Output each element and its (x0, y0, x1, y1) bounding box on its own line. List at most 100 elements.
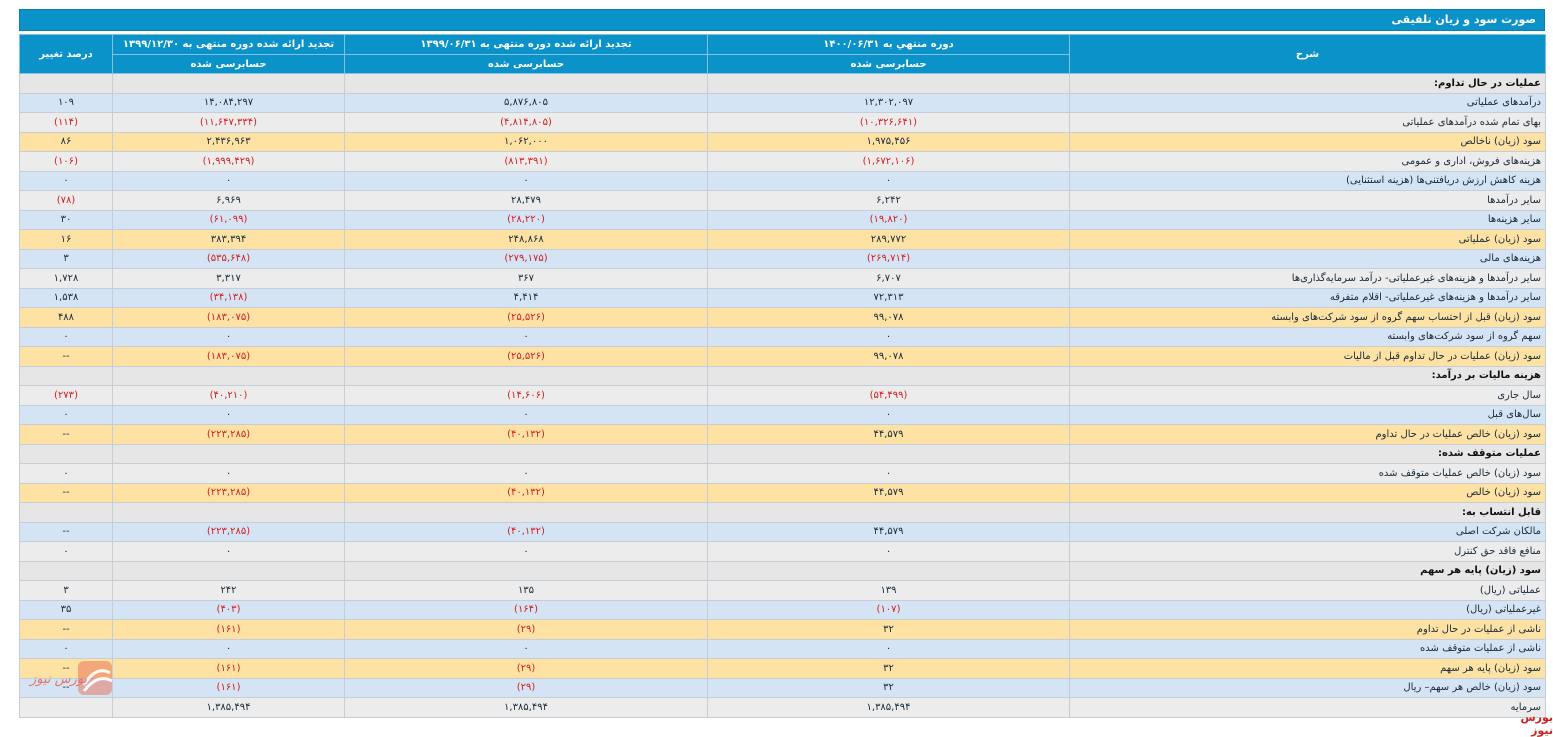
header-period-1399-12: تجدید ارائه شده دوره منتهی به ۱۳۹۹/۱۲/۳۰ (112, 34, 345, 55)
table-row: سود (زیان) عملیات در حال تداوم قبل از ما… (19, 346, 1546, 367)
percent-change: -- (19, 658, 113, 679)
value-1400: ۰ (707, 541, 1070, 562)
percent-change: ۳ (19, 248, 113, 269)
value-1400: ۴۴,۵۷۹ (707, 482, 1070, 503)
value-1399-06: ۲۸,۴۷۹ (344, 190, 708, 211)
value-1399-12: ۱۴,۰۸۴,۲۹۷ (112, 92, 345, 113)
value-1399-06: ۲۴۸,۸۶۸ (344, 229, 708, 250)
table-row: منافع فاقد حق کنترل ۰ ۰ ۰ ۰ (19, 541, 1546, 562)
percent-change: -- (19, 424, 113, 445)
value-1399-12: (۱۶۱) (112, 619, 345, 640)
value-1399-12 (112, 365, 345, 386)
row-label: سود (زیان) خالص هر سهم– ریال (1069, 677, 1546, 698)
value-1399-06: ۰ (344, 404, 708, 425)
value-1399-12: (۱۶۱) (112, 658, 345, 679)
percent-change: ۱,۵۳۸ (19, 287, 113, 308)
row-label: درآمدهای عملیاتی (1069, 92, 1546, 113)
row-label: سود (زیان) عملیات در حال تداوم قبل از ما… (1069, 346, 1546, 367)
value-1399-12 (112, 502, 345, 523)
row-label: منافع فاقد حق کنترل (1069, 541, 1546, 562)
table-row: هزینه کاهش ارزش دریافتنی‌ها (هزینه استثن… (19, 170, 1546, 191)
value-1400: ۳۲ (707, 677, 1070, 698)
row-label: قابل انتساب به: (1069, 502, 1546, 523)
value-1400: ۱,۳۸۵,۴۹۴ (707, 697, 1070, 718)
percent-change: ۸۶ (19, 131, 113, 152)
percent-change (19, 73, 113, 94)
table-row: سایر درآمدها و هزینه‌های غیرعملیاتی- درآ… (19, 268, 1546, 289)
value-1399-12: (۳۴,۱۳۸) (112, 287, 345, 308)
percent-change: (۱۰۶) (19, 151, 113, 172)
header-audited-2: حسابرسی شده (344, 54, 708, 74)
table-row: عملیاتی (ریال) ۱۳۹ ۱۳۵ ۲۴۲ ۳ (19, 580, 1546, 601)
percent-change: (۲۷۳) (19, 385, 113, 406)
percent-change (19, 443, 113, 464)
value-1399-06: ۵,۸۷۶,۸۰۵ (344, 92, 708, 113)
value-1399-12: ۰ (112, 541, 345, 562)
value-1399-06: ۱,۰۶۲,۰۰۰ (344, 131, 708, 152)
percent-change: (۱۱۴) (19, 112, 113, 133)
value-1399-06: (۲۷۹,۱۷۵) (344, 248, 708, 269)
percent-change: -- (19, 346, 113, 367)
value-1400: ۰ (707, 463, 1070, 484)
table-row: سایر هزینه‌ها (۱۹,۸۲۰) (۲۸,۲۲۰) (۶۱,۰۹۹) ۳۰ (19, 209, 1546, 230)
section-header-row: هزینه مالیات بر درآمد: (19, 365, 1546, 386)
income-statement-table: شرح دوره منتهي به ۱۴۰۰/۰۶/۳۱ تجدید ارائه… (19, 34, 1546, 718)
value-1399-12: ۰ (112, 170, 345, 191)
value-1400: (۵۴,۴۹۹) (707, 385, 1070, 406)
value-1399-06: ۱,۳۸۵,۴۹۴ (344, 697, 708, 718)
value-1399-12: ۱,۳۸۵,۴۹۴ (112, 697, 345, 718)
table-row: هزینه‌های مالی (۲۶۹,۷۱۴) (۲۷۹,۱۷۵) (۵۳۵,۶۴۸… (19, 248, 1546, 269)
percent-change: ۳۵ (19, 599, 113, 620)
value-1399-12: ۳,۳۱۷ (112, 268, 345, 289)
table-row: سود (زیان) خالص عملیات در حال تداوم ۴۴,۵۷… (19, 424, 1546, 445)
percent-change (19, 697, 113, 718)
table-row: سال جاری (۵۴,۴۹۹) (۱۴,۶۰۶) (۴۰,۲۱۰) (۲۷۳) (19, 385, 1546, 406)
table-body: عملیات در حال تداوم: درآمدهای عملیاتی ۱۲,۳… (19, 73, 1546, 718)
row-label: عملیات در حال تداوم: (1069, 73, 1546, 94)
row-label: هزینه‌های مالی (1069, 248, 1546, 269)
table-row: سود (زیان) خالص هر سهم– ریال ۳۲ (۲۹) (۱۶۱) -… (19, 677, 1546, 698)
value-1399-06: ۴,۴۱۴ (344, 287, 708, 308)
table-row: سهم گروه از سود شرکت‌های وابسته ۰ ۰ ۰ ۰ (19, 326, 1546, 347)
bourse-news-watermark-logo: بورس نیوز (28, 661, 113, 695)
value-1399-06: (۲۹) (344, 677, 708, 698)
percent-change: ۰ (19, 463, 113, 484)
value-1400: ۲۸۹,۷۷۲ (707, 229, 1070, 250)
table-row: مالکان شرکت اصلی ۴۴,۵۷۹ (۴۰,۱۳۲) (۲۲۳,۲۸۵) -… (19, 521, 1546, 542)
value-1399-06: (۴,۸۱۴,۸۰۵) (344, 112, 708, 133)
value-1399-06: (۸۱۳,۳۹۱) (344, 151, 708, 172)
value-1400: ۳۲ (707, 619, 1070, 640)
percent-change: ۰ (19, 541, 113, 562)
row-label: سود (زیان) پایه هر سهم (1069, 658, 1546, 679)
value-1399-06: (۲۹) (344, 619, 708, 640)
value-1399-12: (۲۲۳,۲۸۵) (112, 424, 345, 445)
table-row: سرمایه ۱,۳۸۵,۴۹۴ ۱,۳۸۵,۴۹۴ ۱,۳۸۵,۴۹۴ (19, 697, 1546, 718)
value-1400: ۰ (707, 404, 1070, 425)
value-1399-06 (344, 443, 708, 464)
row-label: سایر درآمدها و هزینه‌های غیرعملیاتی- درآ… (1069, 268, 1546, 289)
value-1399-12: (۱,۹۹۹,۴۲۹) (112, 151, 345, 172)
table-row: سود (زیان) ناخالص ۱,۹۷۵,۴۵۶ ۱,۰۶۲,۰۰۰ ۲,۴۳۶… (19, 131, 1546, 152)
row-label: سرمایه (1069, 697, 1546, 718)
value-1399-06 (344, 73, 708, 94)
row-label: سایر درآمدها و هزینه‌های غیرعملیاتی- اقل… (1069, 287, 1546, 308)
value-1399-06: (۲۵,۵۲۶) (344, 346, 708, 367)
header-audited-1: حسابرسی شده (707, 54, 1070, 74)
table-row: بهای تمام شده درآمدهای عملیاتی (۱۰,۳۲۶,۶۴… (19, 112, 1546, 133)
table-row: سود (زیان) قبل از احتساب سهم گروه از سود… (19, 307, 1546, 328)
percent-change: -- (19, 482, 113, 503)
value-1400: ۰ (707, 170, 1070, 191)
table-row: سال‌های قبل ۰ ۰ ۰ ۰ (19, 404, 1546, 425)
value-1399-06: (۴۰,۱۳۲) (344, 521, 708, 542)
value-1399-12: (۱۸۳,۰۷۵) (112, 307, 345, 328)
row-label: غیرعملیاتی (ریال) (1069, 599, 1546, 620)
value-1400: ۰ (707, 638, 1070, 659)
row-label: سود (زیان) خالص عملیات متوقف شده (1069, 463, 1546, 484)
row-label: سود (زیان) پایه هر سهم (1069, 560, 1546, 581)
row-label: سال جاری (1069, 385, 1546, 406)
row-label: سود (زیان) خالص (1069, 482, 1546, 503)
percent-change: ۱۶ (19, 229, 113, 250)
value-1399-06: ۰ (344, 170, 708, 191)
value-1399-06: ۰ (344, 463, 708, 484)
value-1400: ۳۲ (707, 658, 1070, 679)
